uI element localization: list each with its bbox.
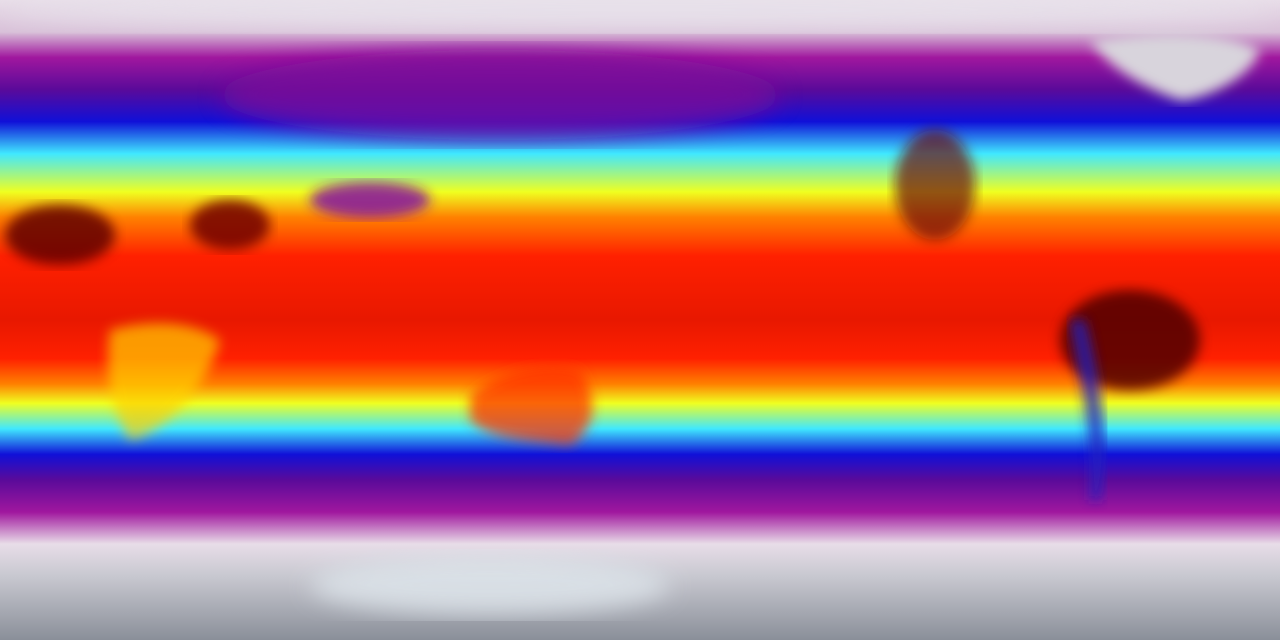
andes-region: [1070, 320, 1105, 500]
arabia-region: [190, 200, 270, 250]
sahara-region: [5, 205, 115, 265]
arctic-region: [0, 0, 1280, 30]
tibet-region: [310, 182, 430, 218]
antarctica-region: [310, 555, 670, 615]
greenland-region: [1090, 33, 1260, 100]
australia-region: [470, 366, 593, 445]
southern-africa-region: [108, 323, 220, 440]
north-america-region: [895, 130, 975, 240]
siberia-region: [220, 50, 780, 140]
